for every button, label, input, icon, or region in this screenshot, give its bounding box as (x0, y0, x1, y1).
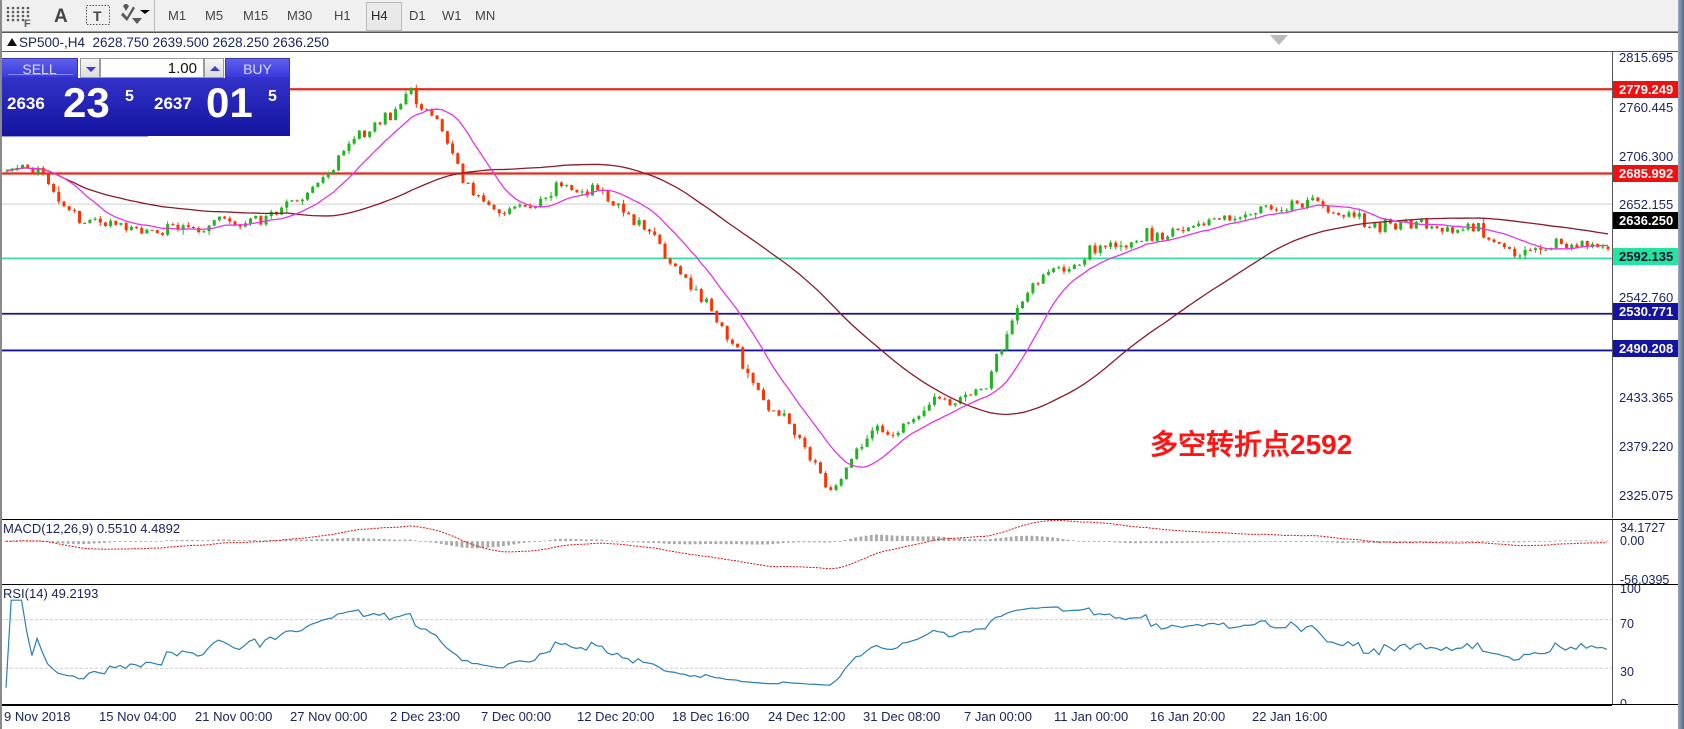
svg-text:A: A (54, 6, 68, 27)
svg-text:F: F (24, 18, 31, 30)
svg-text:T: T (93, 8, 102, 24)
